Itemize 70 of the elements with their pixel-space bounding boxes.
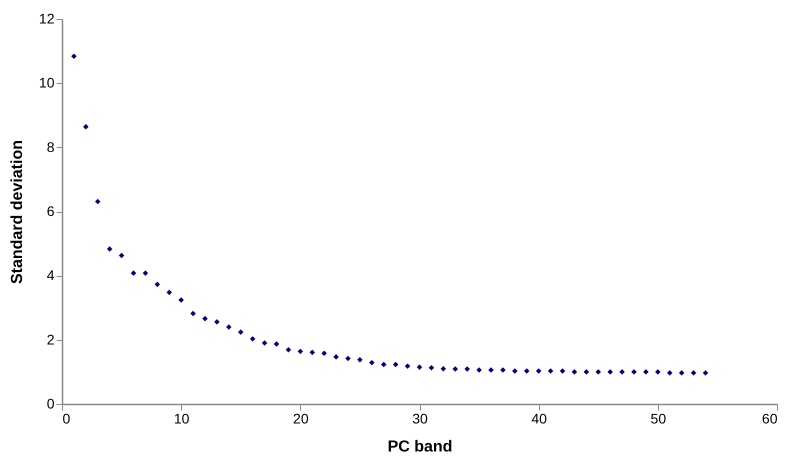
x-tick-label: 30 [412,410,428,426]
point [548,368,554,374]
point [369,360,375,366]
point [262,340,268,346]
point [95,198,100,204]
point [310,350,315,356]
point [536,368,542,374]
x-tick-label: 20 [293,410,309,426]
point [500,367,506,373]
point [404,363,410,369]
x-axis-title: PC band [388,438,452,456]
point [512,368,518,374]
point [202,316,208,322]
point [166,290,172,296]
point [321,350,327,356]
x-tick-label: 40 [531,410,548,426]
point [584,369,590,375]
point [83,124,89,130]
point [357,356,363,362]
point [702,370,708,376]
point [524,368,530,374]
point [286,347,292,353]
point [118,252,124,258]
point [250,336,256,342]
point [298,348,304,354]
y-tick-label: 8 [46,138,55,155]
point [190,310,196,316]
point [142,270,148,276]
point [643,369,649,375]
point [452,366,458,372]
point [655,369,661,375]
point [154,282,160,288]
y-tick-label: 4 [46,267,55,284]
y-tick-label: 2 [46,331,55,348]
point [572,369,578,375]
point [464,366,470,372]
point [488,367,494,373]
y-tick-label: 12 [38,10,55,26]
y-axis-title: Standard deviation [8,140,26,284]
point [226,324,232,330]
y-tick-label: 10 [38,74,55,91]
point [130,270,136,276]
x-tick-label: 60 [762,410,778,426]
y-tick-label: 6 [46,203,55,219]
point [596,369,601,375]
point [214,319,220,325]
point [476,367,482,373]
point [392,362,398,368]
point [678,370,684,376]
point [381,362,386,368]
point [345,356,351,362]
point [428,365,434,370]
point [416,364,422,370]
point [667,370,672,376]
point [631,369,637,375]
point [440,366,446,372]
point [178,297,184,303]
point [560,368,566,374]
point [619,369,625,375]
point [690,370,696,376]
point [274,341,280,347]
point [607,369,613,375]
y-tick-label: 0 [46,396,55,412]
point [71,53,77,59]
point [333,354,339,360]
point [238,329,244,335]
x-tick-label: 10 [174,410,190,426]
point [106,246,112,252]
x-tick-label: 0 [62,410,70,426]
x-tick-label: 50 [650,410,666,426]
